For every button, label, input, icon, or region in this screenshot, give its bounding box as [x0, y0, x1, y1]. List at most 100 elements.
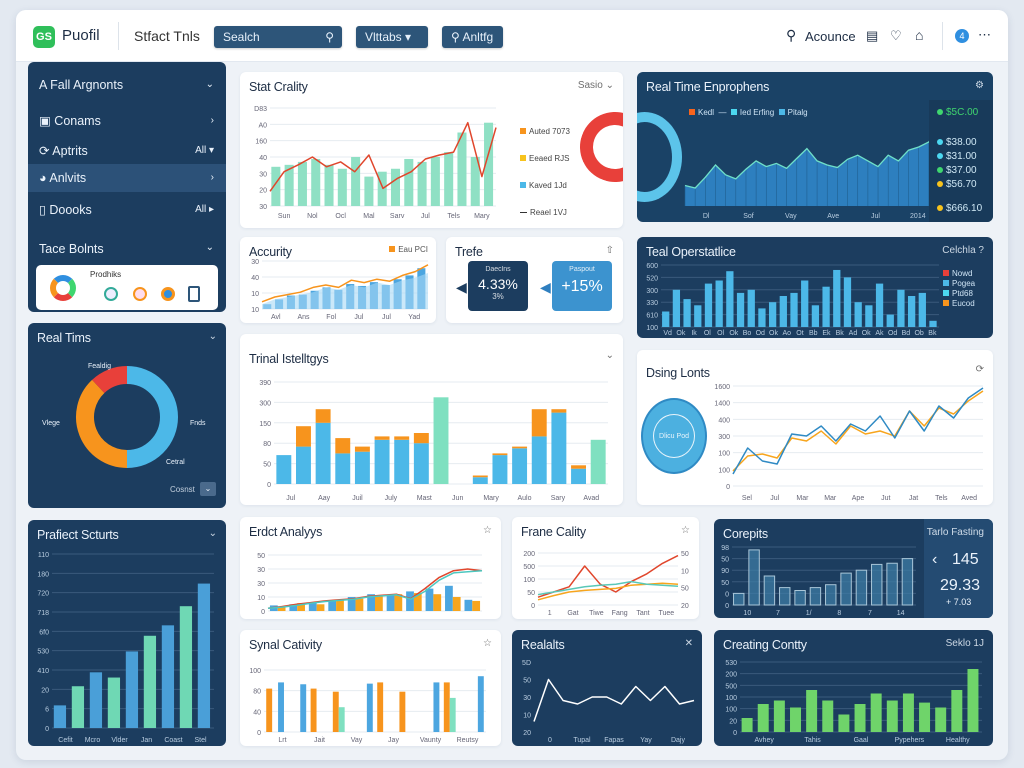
y-tick-label: 100: [249, 668, 261, 675]
chevron-down-icon[interactable]: ⌄: [208, 528, 217, 539]
project-status-panel: Prafiect Scturts ⌄ 110 180 720 718 6f0 530 410…: [28, 520, 226, 746]
sidebar-section-title: Tace Bolnts: [39, 242, 104, 256]
filter-dropdown[interactable]: Vlttabs ▾: [356, 26, 428, 48]
sidebar-item-doooks[interactable]: ▯ Doooks All ▸: [28, 196, 226, 224]
y-tick-label: 0: [261, 609, 265, 616]
star-icon[interactable]: ☆: [483, 638, 492, 649]
trinal-card: Trinal Istelltgys ⌄ 390 300 150 80 50 0 Jul Aay…: [240, 334, 623, 505]
teal-operstatlice-panel: Teal Operstatlice Celchla ? 600 520 300 330…: [637, 237, 993, 338]
period-dropdown[interactable]: Sasio ⌄: [577, 80, 614, 91]
products-card: Prodhiks: [36, 265, 218, 310]
panel-menu[interactable]: Tarlo Fasting: [926, 527, 984, 538]
home-icon[interactable]: ⌂: [915, 27, 924, 43]
y-tick-label: 400: [718, 417, 730, 424]
y-tick-label: 610: [646, 313, 658, 320]
bar: [364, 176, 374, 206]
chevron-left-icon[interactable]: ◀: [540, 279, 551, 295]
heart-icon[interactable]: ♡: [890, 28, 902, 43]
star-icon[interactable]: ☆: [681, 525, 690, 536]
sidebar-item-fall-argnonts[interactable]: A Fall Argnonts ⌄: [28, 71, 226, 99]
chevron-left-icon[interactable]: ‹: [932, 551, 938, 568]
y-tick-label: 20: [523, 730, 531, 737]
search-icon[interactable]: ⚲: [786, 27, 797, 43]
chevron-down-icon[interactable]: ⌄: [605, 350, 614, 361]
x-tick-label: Ok: [862, 330, 871, 337]
avatar[interactable]: 4: [955, 29, 969, 43]
bar: [838, 714, 850, 732]
x-tick-label: Bo: [743, 330, 752, 337]
sidebar-item-anlvits[interactable]: ◕ Anlvits ›: [28, 164, 226, 192]
account-link[interactable]: Acounce: [805, 29, 856, 44]
bar: [457, 132, 467, 206]
bar: [377, 171, 387, 206]
bar: [662, 311, 670, 327]
card-title: Stat Crality: [249, 80, 308, 94]
x-tick-label: Nol: [307, 213, 318, 220]
y-right-tick-label: 50: [681, 586, 689, 593]
card-title: Synal Cativity: [249, 638, 322, 652]
bar: [390, 168, 401, 206]
y-tick-label: 520: [646, 275, 658, 282]
bar-segment: [492, 455, 508, 484]
bar: [825, 584, 837, 606]
panel-menu[interactable]: Celchla ?: [942, 245, 984, 256]
clipboard-icon[interactable]: [188, 286, 200, 302]
chevron-down-icon[interactable]: ⌄: [208, 331, 217, 342]
bar: [811, 305, 820, 327]
x-tick-label: 0: [548, 737, 552, 744]
cosnst-button[interactable]: Cosnst: [170, 485, 195, 494]
erdct-chart: 50 30 30 10 0: [257, 553, 483, 616]
y-tick-label: 30: [259, 204, 267, 211]
donut-label: Fealdig: [88, 363, 111, 370]
bar: [854, 302, 862, 327]
chevron-down-icon: ▾: [405, 30, 412, 44]
chevron-left-icon[interactable]: ◀: [456, 279, 467, 295]
bar: [328, 600, 337, 611]
bar-segment: [472, 475, 488, 478]
bar: [308, 602, 317, 611]
share-icon[interactable]: ⇧: [605, 245, 614, 256]
all-dropdown[interactable]: All ▾: [195, 145, 214, 156]
product-icon[interactable]: [161, 287, 175, 301]
bar: [768, 302, 777, 327]
analytics-button[interactable]: ⚲ Anltfg: [442, 26, 503, 48]
bar: [89, 672, 103, 728]
all-dropdown[interactable]: All ▸: [195, 204, 214, 215]
bar: [470, 157, 480, 206]
chevron-down-icon[interactable]: ⌄: [205, 242, 214, 253]
card-title: Trinal Istelltgys: [249, 352, 329, 366]
products-ring-icon: [50, 275, 76, 301]
section-title[interactable]: Stfact Tnls: [134, 28, 200, 44]
settings-icon[interactable]: ⚙: [975, 80, 984, 91]
chevron-down-icon[interactable]: ⌄: [200, 482, 216, 496]
close-icon[interactable]: ✕: [684, 638, 693, 649]
y-tick-label: 50: [721, 557, 729, 564]
x-tick-label: Sun: [278, 213, 291, 220]
y-tick-label: 1400: [714, 401, 730, 408]
bar: [278, 682, 284, 732]
sidebar-item-conams[interactable]: ▣ Conams ›: [28, 107, 226, 135]
product-icon[interactable]: [104, 287, 118, 301]
bar: [271, 166, 281, 206]
x-tick-label: Ol: [717, 330, 724, 337]
product-icon[interactable]: [133, 287, 147, 301]
search-input[interactable]: Sealch ⚲: [214, 26, 342, 48]
value-item: $5C.00: [937, 106, 982, 120]
app-logo: GS: [33, 26, 55, 48]
sidebar-item-aptrits[interactable]: ⟳ Aptrits All ▾: [28, 137, 226, 165]
y-tick-label: 0: [257, 730, 261, 737]
bar: [918, 292, 926, 327]
bar: [806, 690, 818, 732]
panel-menu[interactable]: Seklo 1J: [945, 638, 984, 649]
search-icon: ⚲: [325, 30, 334, 44]
more-icon[interactable]: ⋯: [978, 27, 991, 42]
document-icon[interactable]: ▤: [866, 28, 879, 43]
y-tick-label: D83: [254, 106, 267, 113]
bar: [822, 700, 834, 732]
bar: [324, 164, 334, 206]
bar: [197, 583, 211, 728]
refresh-icon[interactable]: ⟳: [975, 364, 984, 375]
star-icon[interactable]: ☆: [483, 525, 492, 536]
bar: [297, 603, 305, 611]
donut-chart: Dlicu Pod: [641, 398, 707, 474]
